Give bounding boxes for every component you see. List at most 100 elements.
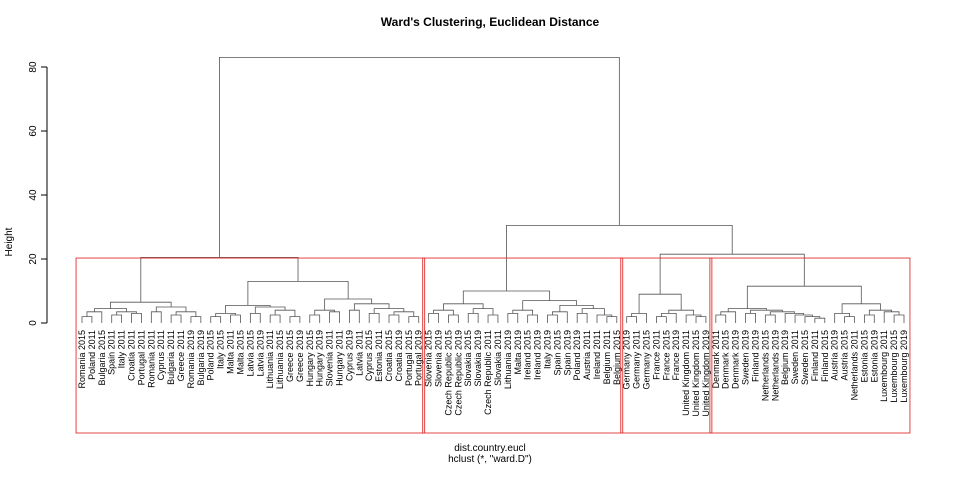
leaf-label: Austria 2019 bbox=[830, 330, 840, 381]
tree-branch bbox=[324, 298, 373, 311]
tree-branch bbox=[219, 57, 620, 258]
leaf-label: Hungary 2019 bbox=[315, 330, 325, 387]
tree-branch bbox=[834, 313, 850, 323]
tree-branch bbox=[190, 316, 202, 323]
y-tick-label: 40 bbox=[28, 189, 39, 201]
leaf-label: United Kingdom 2019 bbox=[701, 330, 711, 417]
leaf-label: Denmark 2015 bbox=[721, 330, 731, 389]
tree-branch bbox=[695, 316, 707, 323]
tree-branch bbox=[720, 311, 737, 323]
leaf-label: Germany 2019 bbox=[622, 330, 632, 390]
tree-branch bbox=[428, 313, 439, 323]
leaf-label: Slovenia 2019 bbox=[434, 330, 444, 387]
tree-branch bbox=[93, 308, 127, 312]
leaf-label: Portugal 2019 bbox=[414, 330, 424, 386]
chart-title: Ward's Clustering, Euclidean Distance bbox=[381, 15, 600, 29]
leaf-label: Croatia 2015 bbox=[384, 330, 394, 382]
tree-branch bbox=[155, 306, 187, 312]
tree-branch bbox=[804, 316, 821, 323]
leaf-label: Sweden 2019 bbox=[741, 330, 751, 385]
leaf-label: Estonia 2011 bbox=[374, 330, 384, 382]
tree-branch bbox=[368, 313, 380, 323]
tree-branch bbox=[309, 314, 321, 323]
tree-branch bbox=[844, 316, 855, 323]
tree-branch bbox=[388, 314, 400, 323]
tree-branch bbox=[140, 257, 299, 303]
tree-branch bbox=[247, 281, 349, 306]
leaf-label: Ireland 2019 bbox=[533, 330, 543, 380]
leaf-label: Denmark 2011 bbox=[711, 330, 721, 388]
leaf-label: Slovakia 2011 bbox=[493, 330, 503, 386]
leaf-label: Greece 2019 bbox=[295, 330, 305, 382]
leaf-label: Malta 2015 bbox=[235, 330, 245, 375]
leaf-label: Finland 2015 bbox=[820, 330, 830, 382]
tree-branch bbox=[745, 313, 756, 323]
tree-branch bbox=[81, 316, 93, 323]
leaf-label: United Kingdom 2011 bbox=[681, 330, 691, 416]
tree-branch bbox=[746, 285, 862, 309]
y-tick-label: 0 bbox=[28, 320, 39, 326]
leaf-label: Austria 2011 bbox=[582, 330, 592, 380]
leaf-label: Ireland 2015 bbox=[523, 330, 533, 380]
tree-branch bbox=[289, 316, 301, 323]
leaf-label: Estonia 2015 bbox=[859, 330, 869, 383]
tree-branch bbox=[660, 313, 677, 323]
cluster-rect bbox=[422, 257, 624, 434]
leaf-label: Spain 2011 bbox=[107, 330, 117, 375]
leaf-label: Romania 2019 bbox=[186, 330, 196, 389]
y-tick-label: 20 bbox=[28, 253, 39, 265]
leaf-label: Hungary 2011 bbox=[334, 330, 344, 386]
tree-branch bbox=[170, 314, 182, 323]
leaf-label: Greece 2011 bbox=[176, 330, 186, 381]
leaf-label: Italy 2019 bbox=[542, 330, 552, 369]
leaf-label: Czech Republic 2011 bbox=[483, 330, 493, 415]
x-axis-sublabel: hclust (*, "ward.D") bbox=[448, 454, 532, 465]
tree-branch bbox=[527, 314, 538, 323]
leaf-label: Romania 2011 bbox=[146, 330, 156, 388]
tree-branch bbox=[353, 303, 390, 311]
leaf-label: Hungary 2015 bbox=[305, 330, 315, 387]
tree-branch bbox=[668, 309, 694, 315]
tree-branch bbox=[626, 316, 638, 323]
cluster-rect bbox=[709, 257, 911, 434]
leaf-label: Czech Republic 2019 bbox=[453, 330, 463, 416]
tree-branch bbox=[86, 311, 103, 323]
tree-branch bbox=[883, 311, 900, 323]
tree-branch bbox=[507, 313, 519, 323]
leaf-label: Malta 2011 bbox=[226, 330, 236, 374]
leaf-label: Denmark 2019 bbox=[731, 330, 741, 389]
y-axis: 0 20 40 60 80 bbox=[28, 61, 48, 326]
leaf-label: Finland 2011 bbox=[810, 330, 820, 381]
tree-branch bbox=[111, 314, 123, 323]
tree-branch bbox=[131, 313, 142, 323]
leaf-label: Italy 2011 bbox=[117, 330, 127, 368]
tree-branch bbox=[467, 313, 479, 323]
tree-branch bbox=[274, 309, 296, 317]
tree-branch bbox=[249, 313, 261, 323]
tree-branch bbox=[110, 301, 172, 309]
tree-branch bbox=[715, 314, 727, 323]
leaf-label: Bulgaria 2011 bbox=[166, 330, 176, 385]
leaf-label: Netherlands 2015 bbox=[760, 330, 770, 401]
y-tick-label: 60 bbox=[28, 125, 39, 137]
y-axis-label: Height bbox=[4, 227, 15, 256]
dendrogram-tree bbox=[81, 57, 905, 323]
leaf-label: United Kingdom 2015 bbox=[691, 330, 701, 417]
leaf-label: Poland 2019 bbox=[572, 330, 582, 381]
tree-branch bbox=[175, 311, 197, 317]
leaf-label: Luxembourg 2011 bbox=[879, 330, 889, 402]
leaf-label: Sweden 2015 bbox=[800, 330, 810, 385]
leaf-label: Slovenia 2015 bbox=[424, 330, 434, 387]
tree-branch bbox=[487, 314, 499, 323]
leaf-label: Lithuania 2015 bbox=[275, 330, 285, 389]
tree-branch bbox=[230, 314, 241, 323]
tree-branch bbox=[210, 316, 222, 323]
tree-branch bbox=[329, 311, 340, 323]
y-tick-label: 80 bbox=[28, 61, 39, 73]
leaf-label: Bulgaria 2019 bbox=[196, 330, 206, 386]
leaf-label: Latvia 2011 bbox=[354, 330, 364, 376]
tree-branch bbox=[443, 303, 484, 311]
tree-branch bbox=[863, 314, 875, 323]
cluster-rect bbox=[75, 257, 426, 434]
